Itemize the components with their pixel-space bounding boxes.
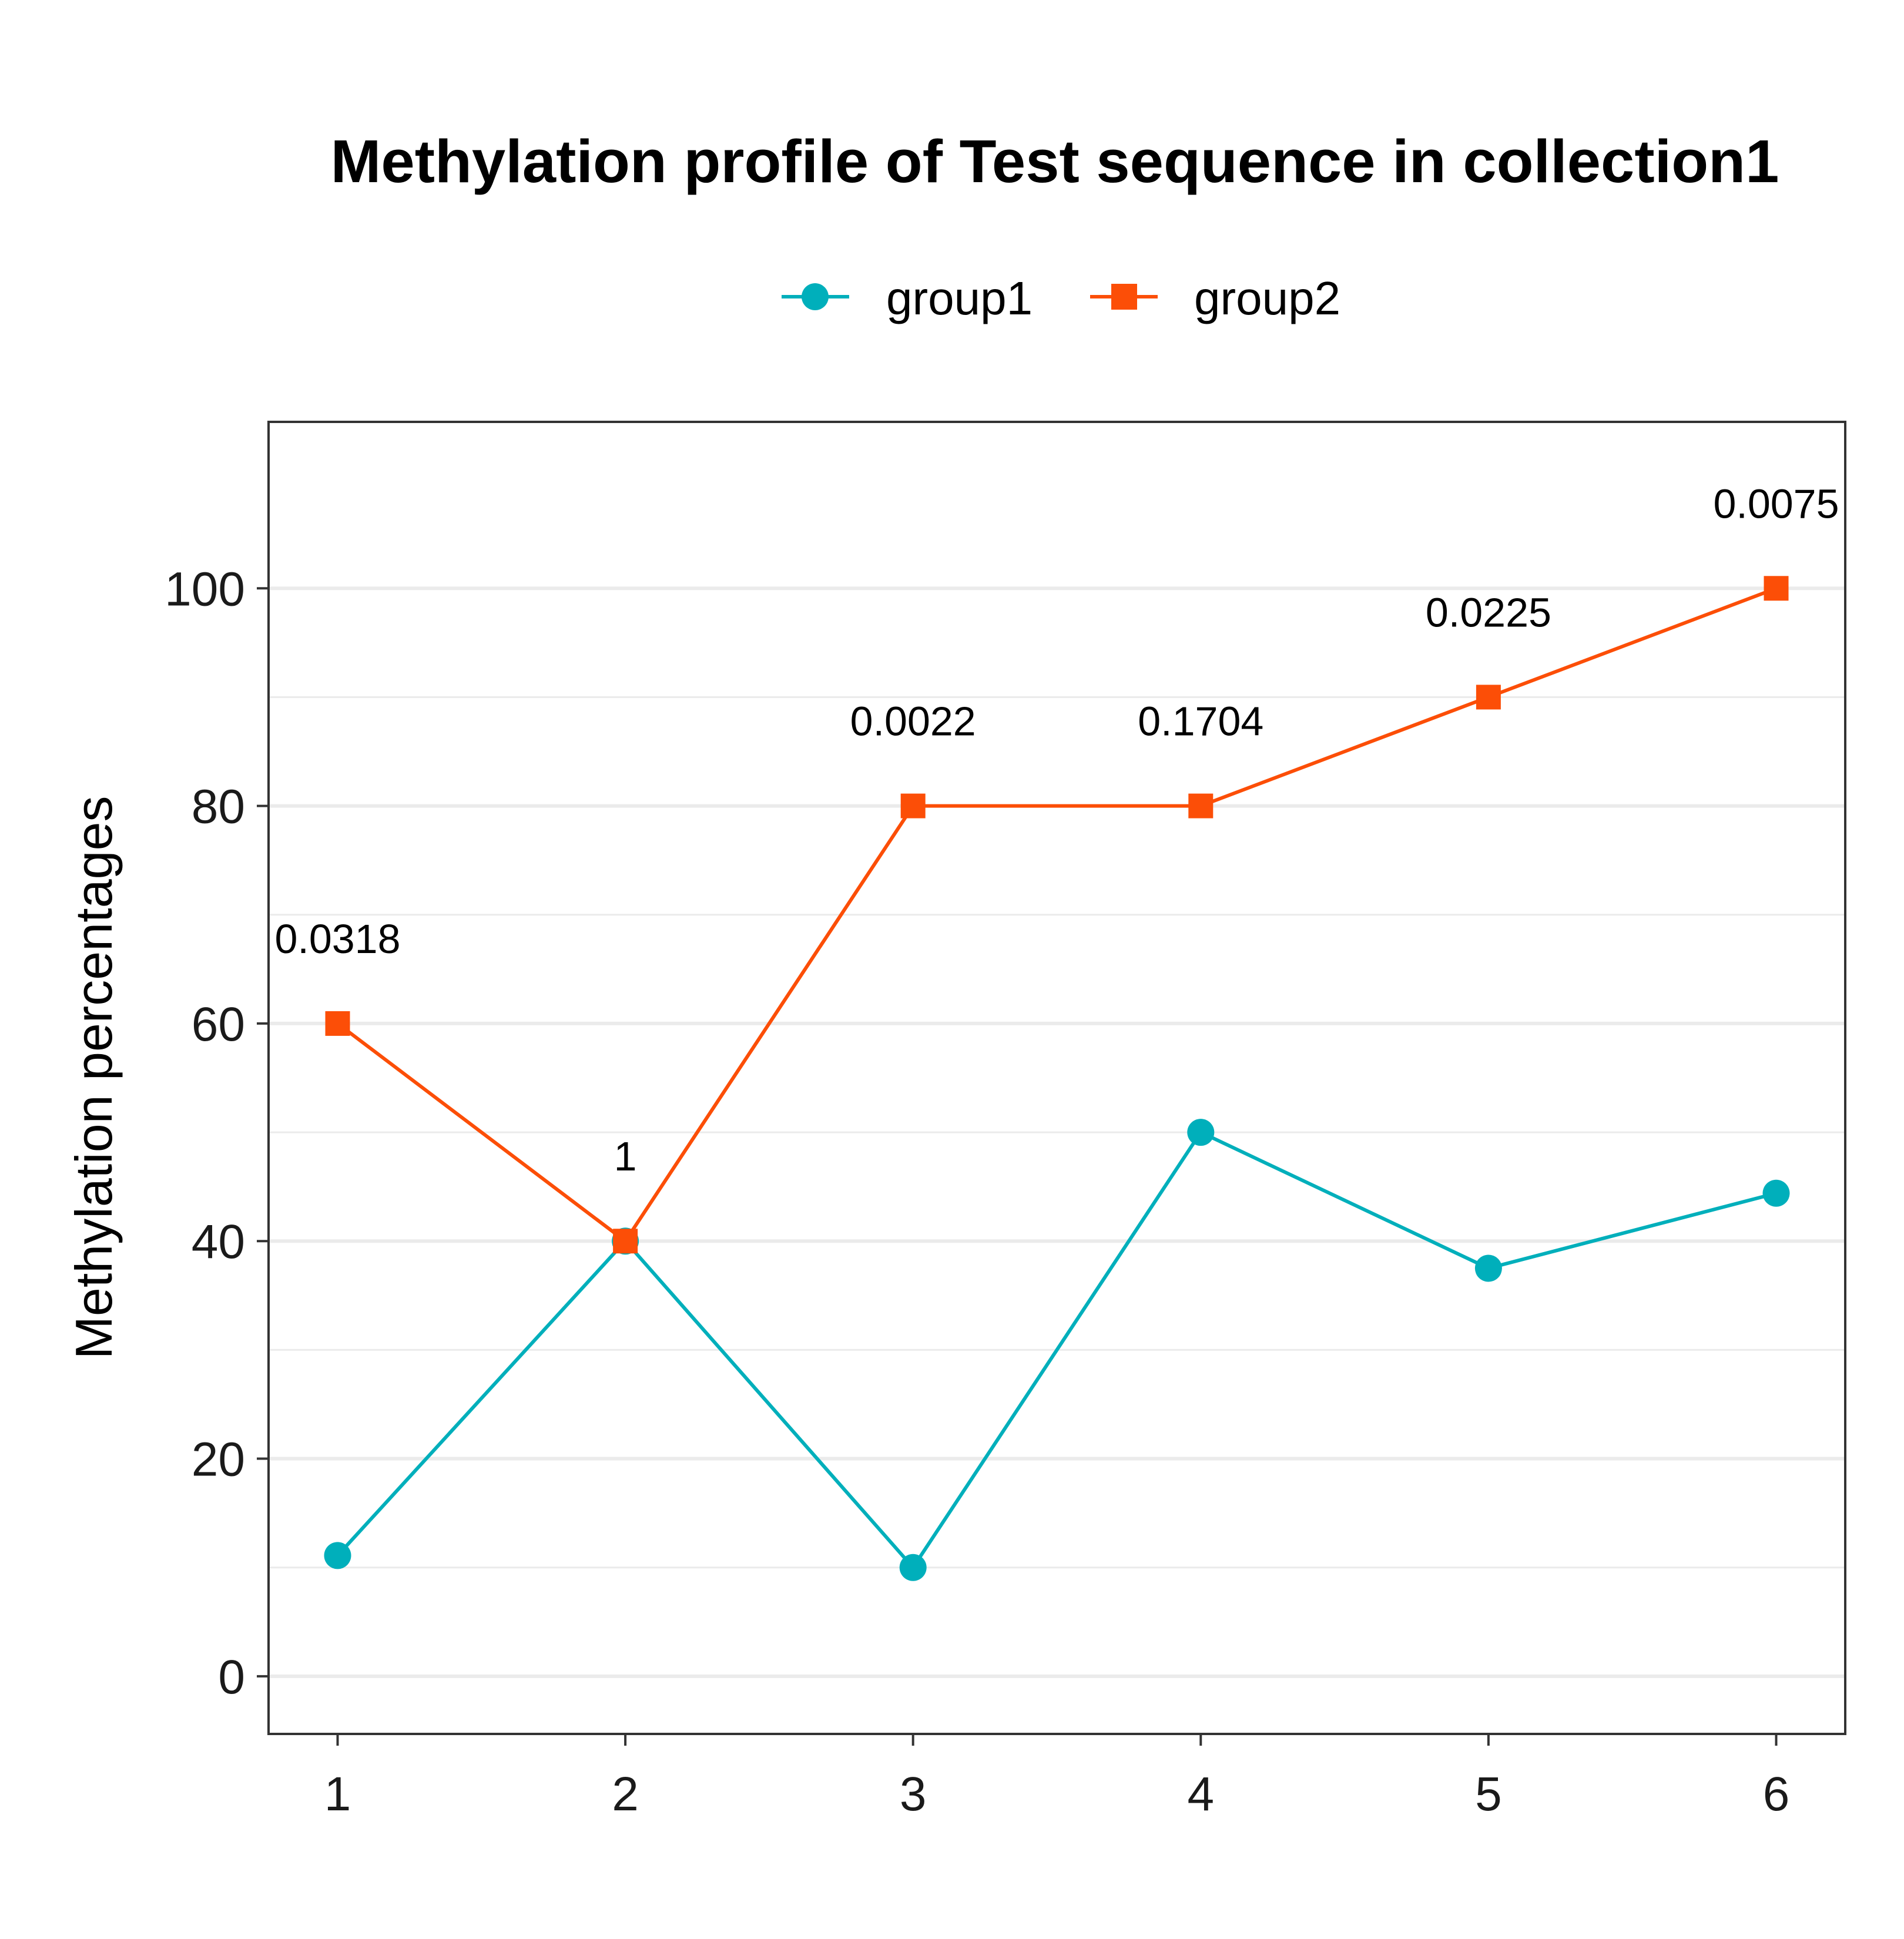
series-line-group2	[336, 586, 1777, 1243]
chart-title: Methylation profile of Test sequence in …	[331, 128, 1779, 195]
data-point-group1	[1474, 1254, 1502, 1282]
series-points	[324, 576, 1790, 1581]
plot-panel-border	[267, 421, 1846, 1735]
p-value-annotations: 0.0318 1 0.0022 0.1704 0.0225 0.0075	[274, 481, 1839, 1179]
y-tick-label: 60	[192, 998, 245, 1051]
y-tick-label: 100	[165, 562, 245, 616]
p-value-label: 0.0022	[850, 699, 976, 744]
data-point-group1	[1762, 1179, 1790, 1207]
data-point-group2	[613, 1229, 638, 1254]
legend: group1 group2	[782, 272, 1340, 324]
data-point-group1	[899, 1554, 927, 1581]
p-value-label: 0.0318	[274, 916, 400, 962]
p-value-label: 0.0075	[1713, 481, 1839, 526]
x-tick-label: 1	[324, 1767, 351, 1821]
axes: 0 20 40 60 80 100 1 2 3 4 5 6	[165, 562, 1789, 1821]
x-tick-label: 5	[1475, 1767, 1502, 1821]
grid-lines	[269, 586, 1845, 1678]
data-point-group2	[1188, 793, 1214, 818]
series-lines	[336, 586, 1777, 1569]
p-value-label: 0.0225	[1426, 589, 1551, 635]
legend-marker-group1	[802, 283, 829, 310]
data-point-group2	[325, 1011, 350, 1036]
p-value-label: 0.1704	[1138, 699, 1263, 744]
data-point-group2	[1764, 576, 1789, 601]
legend-item-group1[interactable]: group1	[782, 272, 1033, 324]
data-point-group2	[1476, 685, 1501, 710]
data-point-group1	[324, 1542, 351, 1569]
data-point-group2	[900, 793, 926, 818]
y-axis-title: Methylation percentages	[65, 796, 123, 1360]
x-tick-label: 3	[900, 1767, 927, 1821]
x-tick-label: 6	[1763, 1767, 1790, 1821]
x-tick-label: 2	[612, 1767, 639, 1821]
x-tick-label: 4	[1187, 1767, 1214, 1821]
data-point-group1	[1187, 1119, 1215, 1146]
y-tick-label: 40	[192, 1215, 245, 1269]
y-tick-label: 20	[192, 1433, 245, 1487]
p-value-label: 1	[614, 1133, 637, 1179]
legend-label-group1: group1	[886, 272, 1033, 324]
y-tick-label: 0	[218, 1651, 245, 1704]
legend-item-group2[interactable]: group2	[1090, 272, 1340, 324]
y-tick-label: 80	[192, 780, 245, 834]
legend-label-group2: group2	[1194, 272, 1340, 324]
legend-marker-group2	[1111, 284, 1137, 310]
series-line-group1	[336, 1130, 1777, 1569]
